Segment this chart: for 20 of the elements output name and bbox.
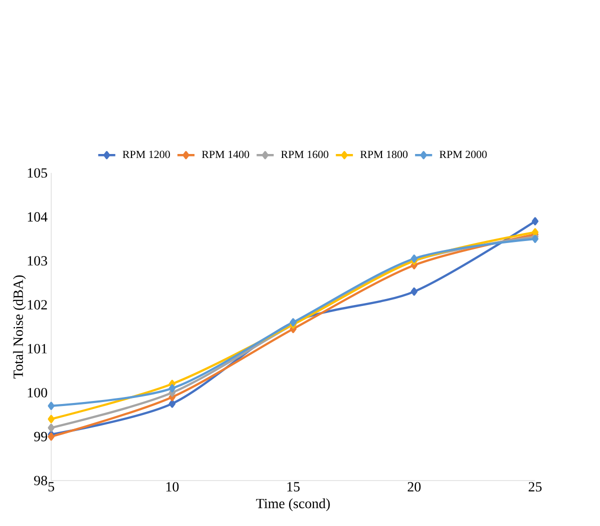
legend-label: RPM 1600: [281, 150, 328, 158]
legend-label: RPM 2000: [440, 150, 487, 158]
y-tick-label: 101: [28, 344, 47, 354]
x-tick-label: 10: [166, 482, 179, 492]
x-axis-title: Time (scond): [256, 498, 330, 512]
legend-label: RPM 1800: [360, 150, 408, 158]
x-tick-label: 15: [287, 482, 300, 492]
y-tick-label: 102: [28, 300, 47, 310]
y-axis-title: Total Noise (dBA): [13, 275, 26, 378]
legend-label: RPM 1200: [122, 150, 170, 158]
y-tick-label: 103: [28, 256, 48, 266]
y-tick-label: 104: [28, 212, 48, 222]
y-tick-label: 105: [28, 168, 48, 178]
legend-label: RPM 1400: [202, 150, 250, 158]
x-tick-label: 5: [48, 482, 54, 492]
x-tick-label: 20: [408, 482, 421, 492]
y-tick-label: 100: [28, 388, 48, 398]
y-tick-label: 99: [34, 432, 48, 442]
y-tick-label: 98: [34, 476, 48, 486]
x-tick-label: 25: [528, 482, 542, 492]
